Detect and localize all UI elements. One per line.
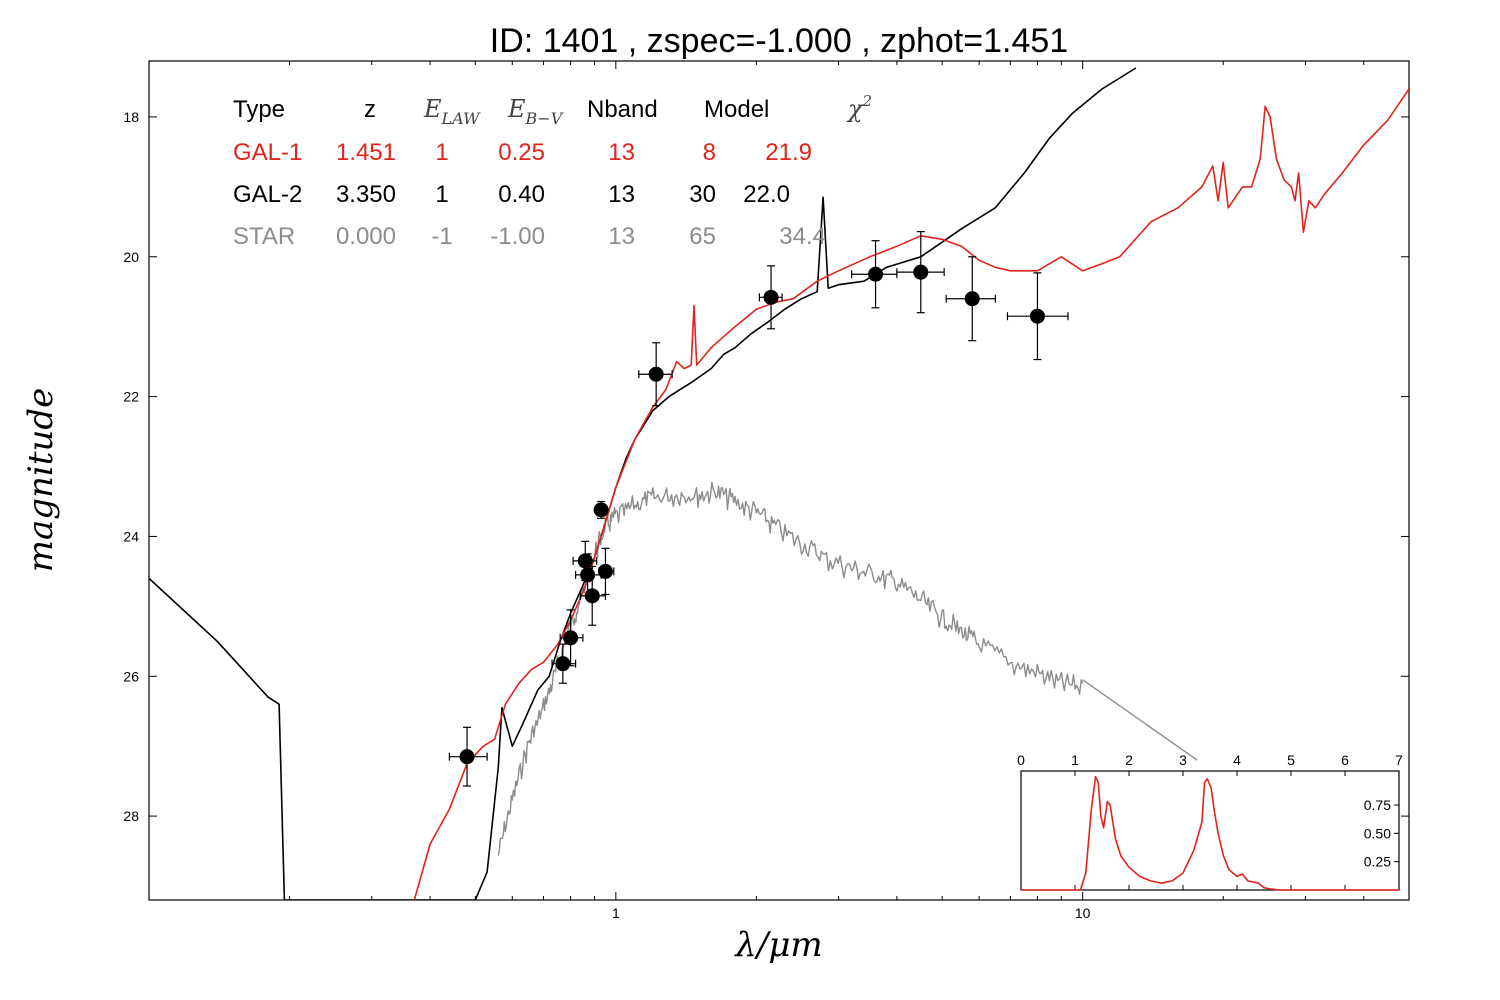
observed-point	[1006, 272, 1069, 361]
y-tick-label: 28	[123, 808, 139, 824]
inset-x-tick-label: 7	[1395, 752, 1403, 768]
fit-cell-z: 1.451	[336, 139, 396, 166]
fit-table-header-ebv: EB−V	[507, 95, 564, 128]
observed-point	[575, 553, 602, 597]
chart-title: ID: 1401 , zspec=-1.000 , zphot=1.451	[490, 22, 1068, 60]
fit-table-header-type: Type	[233, 96, 285, 123]
fit-cell-model: 30	[689, 181, 716, 208]
observed-point	[551, 643, 577, 684]
observed-point	[593, 500, 609, 519]
observed-point	[597, 547, 615, 596]
data-marker	[1029, 308, 1045, 324]
fit-cell-chi2: 22.0	[743, 181, 790, 208]
fit-table-rows: GAL-1 1.451 1 0.25 13 8 21.9 GAL-2 3.350 1 0.40 13 3…	[233, 139, 826, 250]
series-line-star-tail	[1082, 679, 1198, 761]
fit-cell-ebv: -1.00	[490, 223, 545, 250]
data-marker	[584, 588, 600, 604]
inset-axis-ticks: 0 1 2 3 4 5 6 7 0.25 0.50 0.75	[1017, 752, 1403, 890]
data-marker	[913, 264, 929, 280]
fit-table-row: GAL-2 3.350 1 0.40 13 30 22.0	[233, 181, 790, 208]
data-marker	[459, 749, 475, 765]
fit-cell-z: 0.000	[336, 223, 396, 250]
fit-cell-nband: 13	[608, 181, 635, 208]
data-marker	[648, 366, 664, 382]
data-marker	[555, 656, 571, 672]
data-marker	[563, 630, 579, 646]
data-marker	[597, 563, 613, 579]
observed-point	[758, 265, 783, 330]
x-axis-label: λ/μm	[733, 925, 822, 965]
x-tick-label: 1	[612, 905, 620, 921]
fit-cell-elaw: -1	[431, 223, 452, 250]
data-marker	[964, 291, 980, 307]
fit-table-header-chi2: χ2	[846, 92, 872, 123]
inset-pdf-line	[1021, 775, 1399, 891]
fit-table-header-z: z	[364, 96, 376, 123]
fit-cell-elaw: 1	[435, 181, 448, 208]
inset-pdf-curve	[1021, 775, 1399, 891]
observed-point	[896, 230, 945, 314]
fit-table-row: STAR 0.000 -1 -1.00 13 65 34.4	[233, 223, 826, 250]
observed-point	[579, 565, 607, 626]
y-axis-label: magnitude	[21, 388, 61, 573]
observed-point	[448, 726, 488, 787]
fit-table-row: GAL-1 1.451 1 0.25 13 8 21.9	[233, 139, 812, 166]
inset-x-tick-label: 2	[1125, 752, 1133, 768]
fit-table-header-elaw: ELAW	[423, 95, 481, 128]
inset-x-tick-label: 3	[1179, 752, 1187, 768]
inset-pdf: 0 1 2 3 4 5 6 7 0.25 0.50 0.75	[1017, 752, 1403, 891]
data-marker	[763, 289, 779, 305]
observed-point	[638, 342, 673, 407]
data-marker	[593, 502, 609, 518]
y-tick-label: 26	[123, 668, 139, 684]
fit-cell-z: 3.350	[336, 181, 396, 208]
fit-cell-type: GAL-1	[233, 139, 302, 166]
inset-y-tick-label: 0.25	[1364, 854, 1391, 870]
series-line-star	[497, 481, 1084, 856]
fit-cell-model: 8	[703, 139, 716, 166]
fit-cell-nband: 13	[608, 223, 635, 250]
observed-point	[559, 609, 584, 667]
inset-y-tick-label: 0.50	[1364, 825, 1391, 841]
inset-y-tick-label: 0.75	[1364, 797, 1391, 813]
series-line-gal-2	[149, 67, 1137, 900]
data-marker	[580, 567, 596, 583]
data-marker	[868, 266, 884, 282]
fit-cell-ebv: 0.40	[498, 181, 545, 208]
fit-cell-elaw: 1	[435, 139, 448, 166]
inset-x-tick-label: 5	[1287, 752, 1295, 768]
fit-cell-type: STAR	[233, 223, 295, 250]
fit-cell-model: 65	[689, 223, 716, 250]
data-marker	[577, 553, 593, 569]
fit-table: Type z ELAW EB−V Nband Model χ2 GAL-1 1.4…	[233, 92, 872, 250]
y-tick-label: 22	[123, 389, 139, 405]
inset-x-tick-label: 6	[1341, 752, 1349, 768]
fit-cell-type: GAL-2	[233, 181, 302, 208]
observed-point	[851, 240, 898, 309]
x-tick-label: 10	[1075, 905, 1091, 921]
inset-x-tick-label: 4	[1233, 752, 1241, 768]
inset-frame	[1020, 770, 1400, 891]
plot-frame	[148, 60, 1410, 901]
y-tick-label: 20	[123, 249, 139, 265]
y-tick-label: 24	[123, 528, 139, 544]
fit-table-header-nband: Nband	[587, 96, 658, 123]
fit-cell-nband: 13	[608, 139, 635, 166]
fit-table-header-model: Model	[704, 96, 769, 123]
fit-cell-chi2: 34.4	[779, 223, 826, 250]
observed-photometry	[448, 230, 1069, 787]
fit-cell-ebv: 0.25	[498, 139, 545, 166]
observed-point	[945, 256, 996, 342]
fit-cell-chi2: 21.9	[765, 139, 812, 166]
inset-x-tick-label: 1	[1071, 752, 1079, 768]
inset-x-tick-label: 0	[1017, 752, 1025, 768]
y-tick-label: 18	[123, 109, 139, 125]
series-line-gal-1	[413, 88, 1409, 900]
